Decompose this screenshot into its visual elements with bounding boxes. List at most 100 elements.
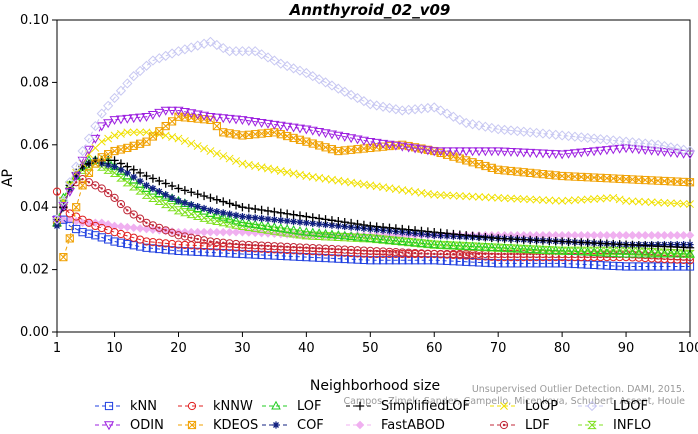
data-point-knnw-20 — [174, 240, 183, 249]
data-point-ldof-83 — [576, 132, 587, 143]
data-point-knn-34 — [263, 251, 273, 260]
data-point-inflo-74 — [518, 244, 529, 254]
data-point-ldof-85 — [588, 133, 600, 144]
data-point-fastabod-25 — [206, 227, 215, 237]
y-tick-label-0.00: 0.00 — [20, 325, 49, 340]
data-point-odin-42 — [314, 127, 325, 137]
data-point-loop-46 — [340, 177, 349, 186]
data-point-inflo-19 — [167, 203, 177, 212]
data-point-simplifiedlof-12 — [123, 162, 132, 171]
data-point-ldf-14 — [136, 214, 145, 223]
data-point-lof-95 — [653, 248, 663, 258]
data-point-loop-47 — [347, 178, 356, 187]
data-point-odin-29 — [230, 115, 242, 125]
data-point-ldof-45 — [333, 83, 344, 94]
data-point-knnw-21 — [180, 240, 189, 250]
legend-marker-ldof — [586, 400, 598, 412]
data-point-odin-64 — [454, 147, 465, 157]
data-point-fastabod-24 — [199, 227, 209, 237]
data-point-ldof-12 — [122, 78, 133, 89]
data-point-cof-18 — [162, 191, 170, 199]
data-point-ldf-20 — [174, 231, 183, 240]
legend-item-fastabod: FastABOD — [346, 418, 445, 433]
data-point-lof-27 — [218, 211, 229, 221]
data-point-inflo-67 — [474, 242, 484, 251]
data-point-odin-50 — [365, 137, 376, 147]
data-point-ldof-34 — [262, 52, 274, 63]
data-point-ldf-60 — [430, 249, 439, 259]
data-point-knn-59 — [423, 256, 432, 265]
data-point-knn-40 — [302, 253, 311, 262]
data-point-lof-48 — [352, 231, 363, 241]
data-point-ldof-64 — [454, 114, 465, 125]
data-point-loop-62 — [443, 191, 451, 200]
data-point-ldf-58 — [417, 249, 426, 258]
data-point-ldf-74 — [519, 249, 528, 259]
data-point-knn-19 — [167, 246, 177, 255]
data-point-odin-26 — [211, 113, 222, 123]
data-point-knn-69 — [487, 258, 496, 268]
x-tick-label-80: 80 — [554, 341, 571, 356]
data-point-inflo-40 — [301, 231, 312, 240]
data-point-ldof-52 — [377, 101, 389, 112]
data-point-lof-32 — [250, 219, 261, 229]
data-point-lof-69 — [486, 242, 497, 251]
data-point-cof-43 — [321, 221, 330, 229]
data-point-lof-52 — [378, 234, 388, 244]
data-point-odin-93 — [640, 146, 651, 156]
data-point-cof-46 — [341, 222, 349, 231]
data-point-ldof-35 — [269, 55, 280, 66]
series-line-ldf — [56, 178, 691, 258]
data-point-inflo-62 — [442, 241, 452, 250]
data-point-cof-24 — [200, 204, 208, 213]
data-point-odin-32 — [250, 118, 261, 127]
data-point-simplifiedlof-27 — [219, 197, 228, 206]
data-point-ldof-13 — [128, 71, 139, 82]
data-point-ldof-4 — [71, 161, 82, 172]
legend-item-simplifiedlof: SimplifiedLOF — [346, 399, 470, 414]
data-point-knn-7 — [91, 231, 100, 240]
data-point-ldf-38 — [289, 243, 298, 252]
data-point-odin-15 — [141, 113, 152, 122]
data-point-knn-52 — [378, 256, 388, 265]
data-point-simplifiedlof-28 — [225, 199, 234, 208]
data-point-knn-42 — [315, 253, 324, 262]
data-point-odin-87 — [601, 146, 612, 156]
data-point-odin-41 — [307, 126, 318, 136]
data-point-simplifiedlof-44 — [327, 216, 337, 225]
data-point-loop-41 — [308, 172, 317, 181]
data-point-loop-29 — [232, 157, 240, 165]
data-point-ldof-80 — [557, 130, 568, 141]
data-point-ldof-97 — [665, 142, 676, 153]
data-point-fastabod-96 — [660, 230, 669, 240]
data-point-knn-47 — [347, 255, 356, 264]
data-point-knn-77 — [538, 259, 548, 268]
data-point-odin-49 — [358, 136, 369, 146]
data-point-odin-35 — [269, 120, 280, 130]
data-point-knn-88 — [609, 261, 618, 270]
data-point-odin-39 — [294, 124, 306, 134]
data-point-fastabod-92 — [634, 230, 644, 240]
data-point-simplifiedlof-42 — [314, 214, 324, 223]
data-point-lof-43 — [320, 228, 331, 238]
data-point-knn-27 — [219, 248, 228, 258]
data-point-knn-100 — [685, 262, 695, 271]
data-point-inflo-18 — [160, 199, 171, 209]
legend-item-kdeos: KDEOS — [178, 418, 258, 433]
data-point-fastabod-30 — [238, 227, 247, 237]
data-point-inflo-26 — [212, 216, 222, 226]
data-point-knn-74 — [519, 259, 528, 268]
data-point-fastabod-88 — [608, 230, 618, 240]
data-point-odin-59 — [422, 146, 433, 156]
data-point-ldf-43 — [321, 244, 330, 253]
legend-label-loop: LoOP — [525, 399, 558, 414]
data-point-loop-81 — [564, 196, 573, 205]
x-axis-title: Neighborhood size — [310, 378, 440, 394]
data-point-ldf-35 — [270, 242, 279, 251]
data-point-knn-79 — [551, 259, 560, 268]
data-point-odin-95 — [652, 147, 664, 157]
data-point-simplifiedlof-22 — [187, 188, 196, 197]
data-point-loop-74 — [519, 195, 528, 204]
data-point-inflo-80 — [557, 246, 567, 255]
data-point-lof-35 — [269, 222, 280, 231]
